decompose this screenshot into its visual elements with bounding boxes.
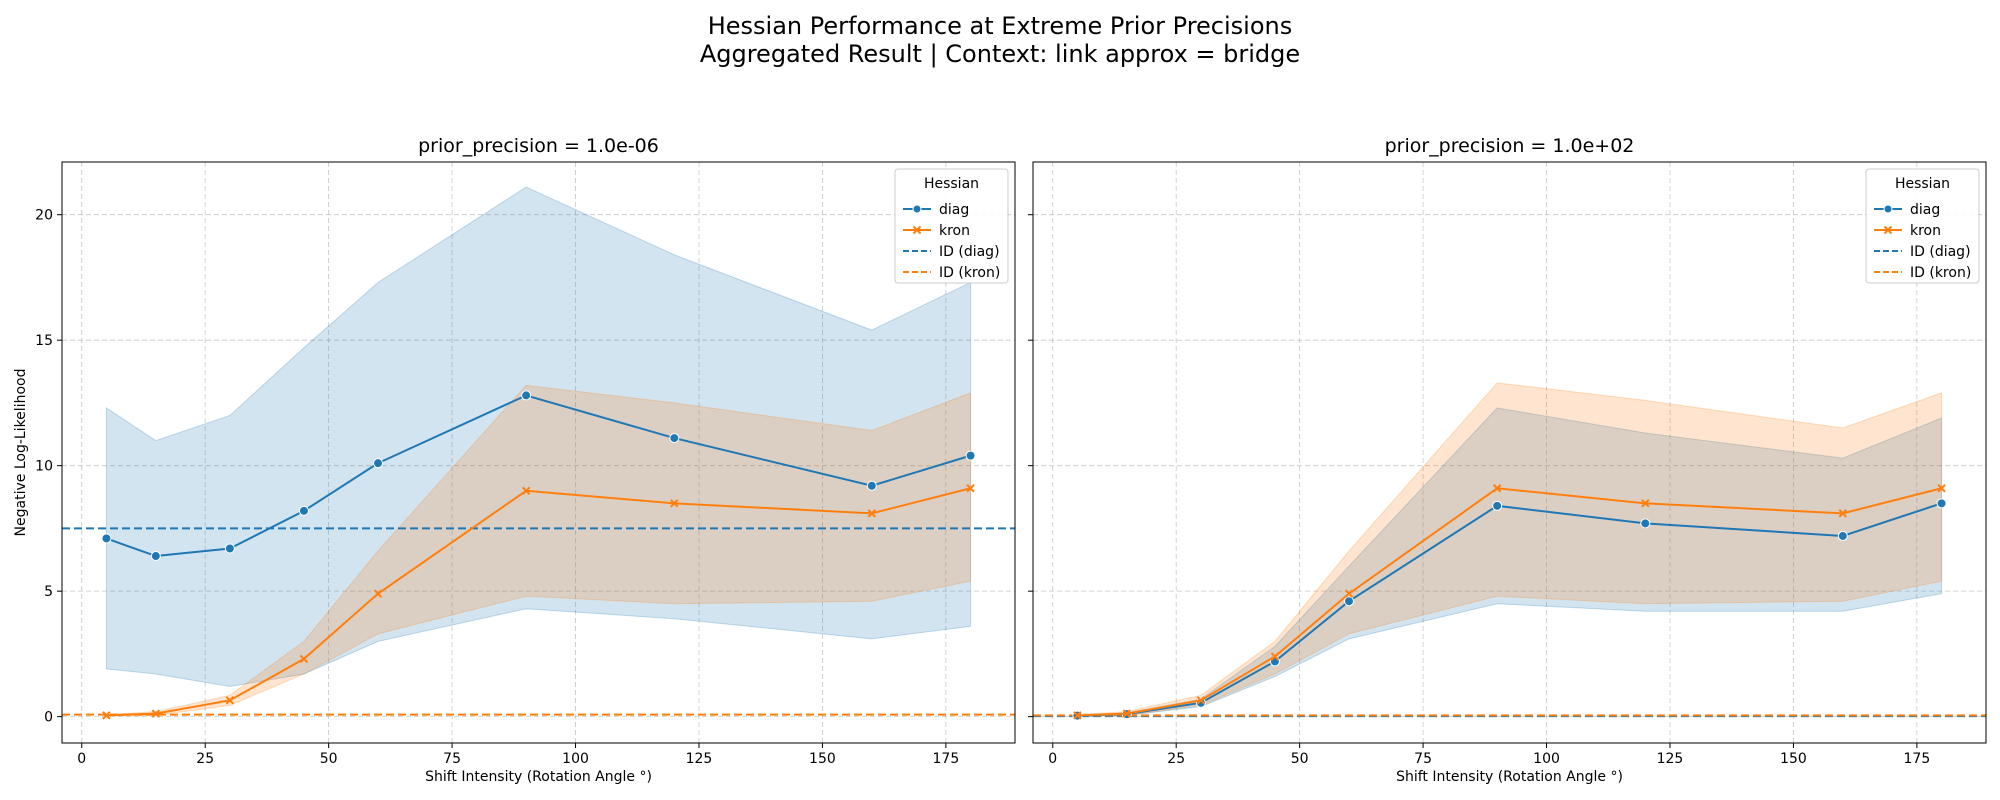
x-tick-label: 175	[1904, 751, 1931, 767]
data-point-diag	[373, 458, 384, 469]
data-point-kron	[151, 709, 161, 718]
legend-entry-label: ID (kron)	[939, 265, 1000, 281]
x-axis-label: Shift Intensity (Rotation Angle °)	[425, 769, 652, 785]
y-axis-label: Negative Log-Likelihood	[13, 369, 29, 537]
axes-frame	[1032, 161, 1987, 744]
data-point-kron	[1937, 484, 1946, 493]
confidence-band-kron	[1076, 382, 1943, 717]
x-tick-label: 75	[443, 751, 461, 767]
legend-marker-diag	[1883, 204, 1893, 214]
y-tick-label: 10	[35, 459, 53, 475]
panel-title: prior_precision = 1.0e+02	[1385, 135, 1635, 157]
y-tick-label: 0	[44, 710, 53, 726]
data-point-kron	[966, 484, 975, 493]
data-point-kron	[1344, 589, 1354, 598]
legend-entry-label: diag	[939, 202, 969, 218]
legend-marker-kron	[1883, 225, 1893, 235]
x-tick-label: 125	[686, 751, 713, 767]
legend-marker-kron	[912, 225, 922, 235]
x-axis-label: Shift Intensity (Rotation Angle °)	[1396, 769, 1623, 785]
axes-frame	[61, 161, 1016, 744]
data-point-diag	[101, 533, 112, 544]
legend-entry-label: diag	[1910, 202, 1940, 218]
data-point-kron	[1838, 509, 1848, 518]
data-point-diag	[298, 505, 309, 516]
legend-entry-label: ID (diag)	[1910, 244, 1971, 260]
figure-title-line1: Hessian Performance at Extreme Prior Pre…	[708, 12, 1293, 40]
data-point-diag	[1640, 518, 1651, 529]
y-tick-label: 5	[44, 584, 53, 600]
x-tick-label: 25	[1167, 751, 1185, 767]
confidence-band-kron	[105, 384, 972, 717]
x-tick-label: 100	[1533, 751, 1560, 767]
x-tick-label: 150	[809, 751, 836, 767]
data-point-kron	[102, 711, 111, 720]
data-point-kron	[1492, 484, 1502, 493]
data-point-kron	[670, 499, 679, 508]
legend-title: Hessian	[1895, 176, 1950, 192]
data-point-kron	[1196, 696, 1206, 705]
legend-box	[1865, 168, 1980, 284]
y-tick-label: 20	[35, 208, 53, 224]
legend-entry-label: ID (kron)	[1910, 265, 1971, 281]
x-tick-label: 50	[320, 751, 338, 767]
legend-entry-label: kron	[1910, 223, 1941, 239]
figure-title-line2: Aggregated Result | Context: link approx…	[700, 40, 1300, 68]
x-tick-label: 75	[1414, 751, 1432, 767]
data-point-diag	[965, 450, 976, 461]
data-point-diag	[150, 551, 161, 562]
data-point-kron	[225, 696, 235, 705]
right-panel: prior_precision = 1.0e+02 0 25 50 75 100 125 15…	[1028, 135, 1987, 785]
x-tick-label: 125	[1657, 751, 1684, 767]
data-point-diag	[1936, 498, 1947, 509]
data-point-diag	[866, 480, 877, 491]
legend-box	[894, 168, 1009, 284]
x-tick-label: 100	[562, 751, 589, 767]
panel-title: prior_precision = 1.0e-06	[418, 135, 659, 157]
left-panel: prior_precision = 1.0e-060 25 50 75 100 125 15…	[13, 135, 1016, 785]
data-point-diag	[521, 390, 532, 401]
data-point-diag	[669, 433, 680, 444]
y-tick-label: 15	[35, 333, 53, 349]
x-tick-label: 150	[1780, 751, 1807, 767]
data-point-diag	[1492, 500, 1503, 511]
data-point-kron	[1270, 652, 1280, 661]
data-point-kron	[867, 509, 877, 518]
data-point-kron	[1073, 711, 1082, 720]
data-point-kron	[521, 486, 531, 495]
data-point-diag	[1837, 530, 1848, 541]
x-tick-label: 0	[1048, 751, 1057, 767]
confidence-band-diag	[105, 186, 972, 688]
x-tick-label: 0	[77, 751, 86, 767]
legend-marker-diag	[912, 204, 922, 214]
x-tick-label: 50	[1291, 751, 1309, 767]
legend-entry-label: ID (diag)	[939, 244, 1000, 260]
data-point-diag	[1344, 596, 1355, 607]
data-point-diag	[224, 543, 235, 554]
legend-title: Hessian	[924, 176, 979, 192]
data-point-kron	[1122, 709, 1132, 718]
x-tick-label: 25	[196, 751, 214, 767]
data-point-kron	[299, 654, 309, 664]
legend-entry-label: kron	[939, 223, 970, 239]
data-point-kron	[1641, 499, 1650, 508]
data-point-kron	[373, 589, 383, 598]
x-tick-label: 175	[933, 751, 960, 767]
